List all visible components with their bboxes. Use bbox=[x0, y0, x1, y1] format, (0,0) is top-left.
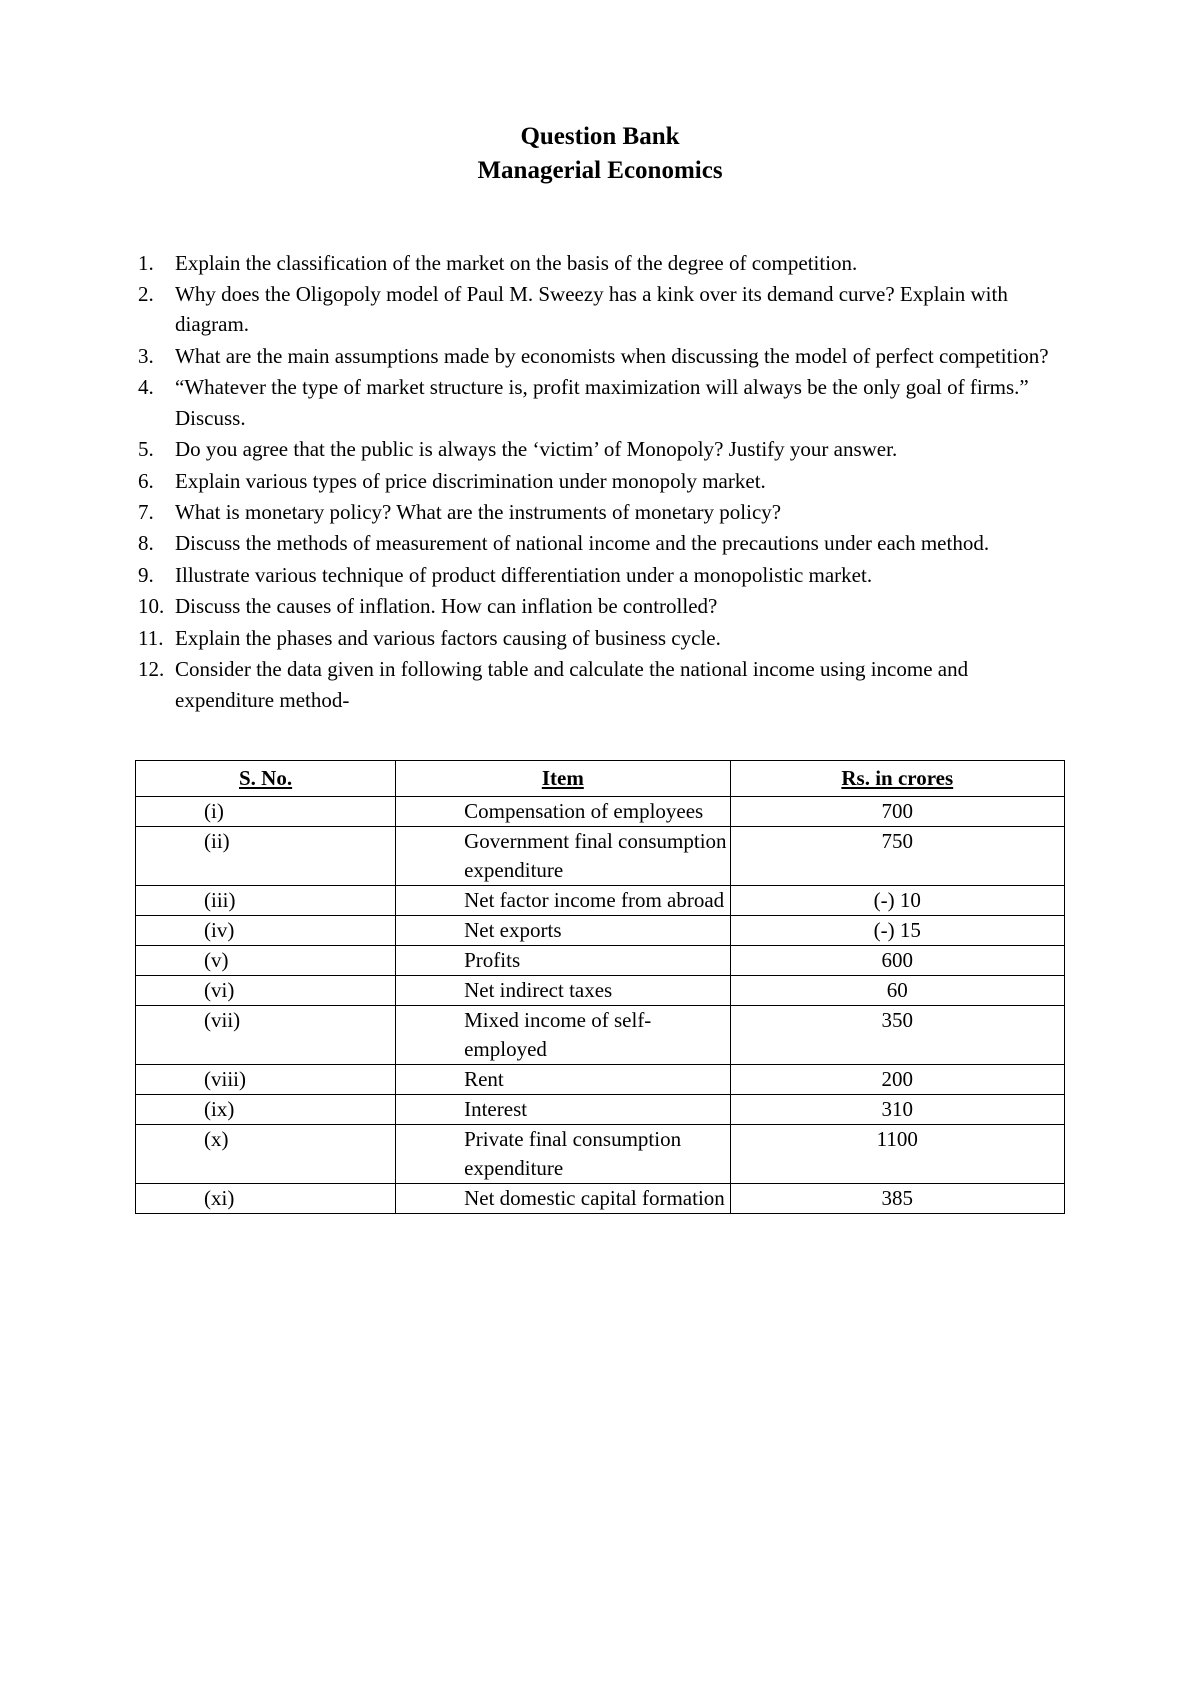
table-row: (iii)Net factor income from abroad(-) 10 bbox=[136, 885, 1065, 915]
cell-value: 60 bbox=[730, 975, 1064, 1005]
col-header-value: Rs. in crores bbox=[730, 761, 1064, 797]
question-number: 11. bbox=[135, 623, 175, 653]
col-header-sno: S. No. bbox=[136, 761, 396, 797]
cell-sno: (xi) bbox=[136, 1183, 396, 1213]
cell-sno: (iii) bbox=[136, 885, 396, 915]
question-item: 11.Explain the phases and various factor… bbox=[135, 623, 1065, 653]
cell-sno: (ix) bbox=[136, 1094, 396, 1124]
question-item: 1.Explain the classification of the mark… bbox=[135, 248, 1065, 278]
cell-item: Compensation of employees bbox=[396, 797, 730, 827]
question-text: What is monetary policy? What are the in… bbox=[175, 497, 1065, 527]
document-header: Question Bank Managerial Economics bbox=[135, 120, 1065, 188]
table-row: (viii)Rent200 bbox=[136, 1064, 1065, 1094]
question-number: 3. bbox=[135, 341, 175, 371]
table-row: (x)Private final consumption expenditure… bbox=[136, 1124, 1065, 1183]
question-text: Illustrate various technique of product … bbox=[175, 560, 1065, 590]
table-row: (iv)Net exports(-) 15 bbox=[136, 915, 1065, 945]
cell-value: 200 bbox=[730, 1064, 1064, 1094]
table-row: (vii)Mixed income of self-employed350 bbox=[136, 1005, 1065, 1064]
question-list: 1.Explain the classification of the mark… bbox=[135, 248, 1065, 716]
cell-item: Rent bbox=[396, 1064, 730, 1094]
question-number: 7. bbox=[135, 497, 175, 527]
cell-value: (-) 10 bbox=[730, 885, 1064, 915]
title-line-2: Managerial Economics bbox=[135, 154, 1065, 188]
cell-sno: (i) bbox=[136, 797, 396, 827]
question-item: 12.Consider the data given in following … bbox=[135, 654, 1065, 715]
question-text: Consider the data given in following tab… bbox=[175, 654, 1065, 715]
cell-value: 350 bbox=[730, 1005, 1064, 1064]
question-text: Explain various types of price discrimin… bbox=[175, 466, 1065, 496]
table-row: (vi)Net indirect taxes60 bbox=[136, 975, 1065, 1005]
title-line-1: Question Bank bbox=[135, 120, 1065, 154]
cell-sno: (v) bbox=[136, 945, 396, 975]
cell-value: 385 bbox=[730, 1183, 1064, 1213]
cell-value: 310 bbox=[730, 1094, 1064, 1124]
table-row: (i)Compensation of employees700 bbox=[136, 797, 1065, 827]
cell-sno: (x) bbox=[136, 1124, 396, 1183]
question-item: 9.Illustrate various technique of produc… bbox=[135, 560, 1065, 590]
cell-sno: (vi) bbox=[136, 975, 396, 1005]
col-header-item: Item bbox=[396, 761, 730, 797]
question-text: What are the main assumptions made by ec… bbox=[175, 341, 1065, 371]
question-item: 6.Explain various types of price discrim… bbox=[135, 466, 1065, 496]
question-number: 2. bbox=[135, 279, 175, 340]
cell-value: 600 bbox=[730, 945, 1064, 975]
cell-item: Private final consumption expenditure bbox=[396, 1124, 730, 1183]
cell-sno: (ii) bbox=[136, 827, 396, 886]
cell-item: Interest bbox=[396, 1094, 730, 1124]
table-body: (i)Compensation of employees700(ii)Gover… bbox=[136, 797, 1065, 1214]
cell-value: 700 bbox=[730, 797, 1064, 827]
question-text: Why does the Oligopoly model of Paul M. … bbox=[175, 279, 1065, 340]
question-text: Explain the classification of the market… bbox=[175, 248, 1065, 278]
question-number: 10. bbox=[135, 591, 175, 621]
table-row: (v)Profits600 bbox=[136, 945, 1065, 975]
question-item: 7.What is monetary policy? What are the … bbox=[135, 497, 1065, 527]
question-text: “Whatever the type of market structure i… bbox=[175, 372, 1065, 433]
cell-item: Net domestic capital formation bbox=[396, 1183, 730, 1213]
table-row: (xi)Net domestic capital formation385 bbox=[136, 1183, 1065, 1213]
question-number: 6. bbox=[135, 466, 175, 496]
cell-item: Mixed income of self-employed bbox=[396, 1005, 730, 1064]
question-text: Do you agree that the public is always t… bbox=[175, 434, 1065, 464]
cell-sno: (viii) bbox=[136, 1064, 396, 1094]
question-text: Explain the phases and various factors c… bbox=[175, 623, 1065, 653]
question-item: 3.What are the main assumptions made by … bbox=[135, 341, 1065, 371]
cell-value: 1100 bbox=[730, 1124, 1064, 1183]
cell-item: Government final consumption expenditure bbox=[396, 827, 730, 886]
cell-item: Profits bbox=[396, 945, 730, 975]
question-number: 4. bbox=[135, 372, 175, 433]
question-item: 5.Do you agree that the public is always… bbox=[135, 434, 1065, 464]
table-header-row: S. No. Item Rs. in crores bbox=[136, 761, 1065, 797]
question-number: 8. bbox=[135, 528, 175, 558]
cell-value: 750 bbox=[730, 827, 1064, 886]
question-item: 10.Discuss the causes of inflation. How … bbox=[135, 591, 1065, 621]
question-text: Discuss the causes of inflation. How can… bbox=[175, 591, 1065, 621]
cell-item: Net indirect taxes bbox=[396, 975, 730, 1005]
cell-item: Net exports bbox=[396, 915, 730, 945]
question-item: 8.Discuss the methods of measurement of … bbox=[135, 528, 1065, 558]
cell-value: (-) 15 bbox=[730, 915, 1064, 945]
cell-sno: (vii) bbox=[136, 1005, 396, 1064]
question-text: Discuss the methods of measurement of na… bbox=[175, 528, 1065, 558]
question-item: 2.Why does the Oligopoly model of Paul M… bbox=[135, 279, 1065, 340]
question-number: 1. bbox=[135, 248, 175, 278]
question-number: 9. bbox=[135, 560, 175, 590]
question-number: 5. bbox=[135, 434, 175, 464]
table-row: (ix)Interest310 bbox=[136, 1094, 1065, 1124]
cell-sno: (iv) bbox=[136, 915, 396, 945]
cell-item: Net factor income from abroad bbox=[396, 885, 730, 915]
question-number: 12. bbox=[135, 654, 175, 715]
data-table: S. No. Item Rs. in crores (i)Compensatio… bbox=[135, 760, 1065, 1214]
table-row: (ii)Government final consumption expendi… bbox=[136, 827, 1065, 886]
question-item: 4.“Whatever the type of market structure… bbox=[135, 372, 1065, 433]
